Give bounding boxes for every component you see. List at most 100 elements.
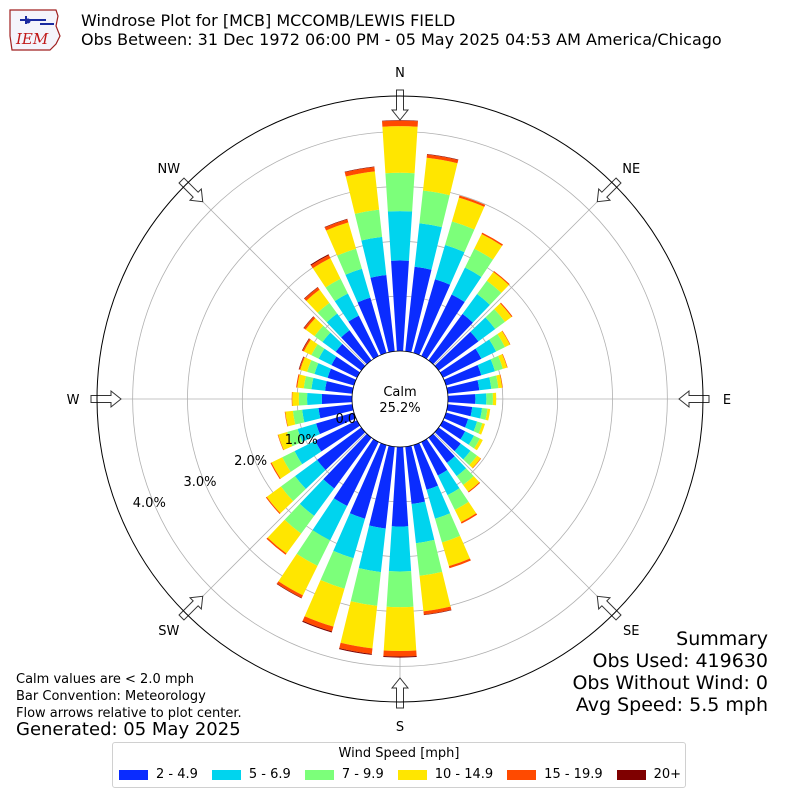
flow-arrow-shape — [390, 89, 410, 121]
windrose-bar-segment — [460, 431, 475, 445]
windrose-bar-segment — [477, 280, 502, 305]
flow-arrow — [596, 177, 622, 203]
windrose-bar-segment — [423, 157, 458, 196]
windrose-bar-segment — [318, 348, 337, 366]
windrose-bar-segment — [331, 356, 361, 378]
chart-title: Windrose Plot for [MCB] MCCOMB/LEWIS FIE… — [81, 11, 456, 30]
windrose-bar-segment — [302, 616, 334, 632]
compass-label: NE — [622, 162, 640, 177]
windrose-bar-segment — [311, 344, 325, 359]
windrose-bar-segment — [465, 418, 478, 432]
windrose-bar-segment — [318, 404, 354, 419]
windrose-bar-segment — [265, 496, 281, 514]
windrose-bar-segment — [435, 513, 461, 543]
windrose-bar-segment — [306, 289, 330, 313]
windrose-bar-segment — [303, 339, 318, 356]
windrose-bar-segment — [337, 248, 362, 275]
windrose-bar-segment — [323, 433, 372, 489]
avg-speed: Avg Speed: 5.5 mph — [575, 694, 768, 716]
grid-spoke — [185, 432, 367, 614]
legend-label: 10 - 14.9 — [434, 767, 494, 782]
compass-label: N — [395, 66, 405, 81]
legend-swatch — [507, 769, 537, 780]
windrose-bar-segment — [304, 580, 345, 627]
windrose-bar-segment — [462, 294, 490, 323]
windrose-bar-segment — [477, 377, 492, 391]
flow-arrows-note: Flow arrows relative to plot center. — [16, 706, 242, 721]
legend-label: 2 - 4.9 — [156, 767, 198, 782]
windrose-bar-segment — [303, 286, 319, 299]
windrose-bar-segment — [435, 245, 465, 285]
windrose-bar-segment — [499, 374, 503, 388]
windrose-bar-segment — [489, 334, 505, 352]
windrose-bar-segment — [426, 153, 459, 161]
windrose-bar-segment — [303, 316, 314, 329]
outer-ring — [96, 95, 704, 703]
obs-used: Obs Used: 419630 — [592, 650, 768, 672]
windrose-bar-segment — [477, 359, 496, 376]
windrose-bar-segment — [428, 313, 473, 365]
windrose-bar-segment — [344, 167, 375, 177]
legend-item: 2 - 4.9 — [119, 767, 198, 782]
windrose-bar-segment — [297, 374, 306, 389]
generated-date: Generated: 05 May 2025 — [16, 719, 241, 740]
windrose-bar-segment — [320, 550, 354, 589]
windrose-bar-segment — [456, 468, 474, 485]
windrose-bar-segment — [411, 501, 435, 544]
windrose-bar-segment — [301, 338, 310, 351]
windrose-bar-segment — [426, 154, 459, 164]
windrose-bar-segment — [276, 583, 302, 599]
windrose-bar-segment — [391, 260, 409, 352]
windrose-bar-segment — [489, 375, 499, 389]
windrose-bar-segment — [321, 393, 353, 405]
windrose-bar-segment — [475, 393, 487, 405]
windrose-bar-segment — [307, 360, 319, 374]
windrose-bar-segment — [474, 438, 483, 451]
windrose-bar-segment — [478, 423, 486, 435]
windrose-bar-segment — [437, 469, 460, 496]
windrose-bar-segment — [345, 171, 380, 214]
windrose-bar-segment — [469, 455, 481, 469]
calm-percent: 25.2% — [379, 401, 420, 416]
windrose-bar-segment — [383, 650, 417, 657]
windrose-bar-segment — [314, 363, 331, 378]
compass-label: E — [723, 393, 731, 408]
windrose-bar-segment — [303, 376, 314, 390]
logo-text: IEM — [15, 30, 49, 48]
windrose-bar-segment — [486, 393, 493, 405]
windrose-bar-segment — [267, 519, 302, 554]
windrose-bar-segment — [349, 442, 387, 519]
flow-arrows — [90, 89, 710, 709]
calm-note: Calm values are < 2.0 mph — [16, 672, 195, 687]
windrose-bar-segment — [439, 348, 482, 378]
windrose-bar-segment — [423, 606, 452, 615]
windrose-bar-segment — [474, 234, 503, 260]
windrose-bar-segment — [316, 412, 357, 435]
windrose-bar-segment — [344, 166, 375, 173]
flow-arrow-shape — [596, 177, 622, 203]
windrose-bar-segment — [287, 428, 303, 447]
windrose-bar-segment — [391, 446, 409, 527]
windrose-bar-segment — [302, 407, 321, 423]
windrose-bar-segment — [298, 392, 308, 406]
legend-swatch — [397, 769, 427, 780]
windrose-bar-segment — [472, 458, 482, 469]
windrose-bar-segment — [382, 120, 418, 122]
windrose-bar-segment — [354, 209, 383, 241]
legend-swatch — [616, 769, 646, 780]
notes-block: Calm values are < 2.0 mph Bar Convention… — [16, 671, 242, 722]
windrose-bar-segment — [446, 456, 467, 477]
legend-swatch — [211, 769, 241, 780]
windrose-bar-segment — [480, 408, 488, 420]
windrose-bar-segment — [270, 462, 281, 480]
windrose-bar-segment — [339, 648, 372, 655]
windrose-bar-segment — [496, 374, 503, 389]
windrose-bar-segment — [386, 571, 414, 608]
legend-label: 20+ — [653, 767, 682, 782]
windrose-bar-segment — [284, 411, 288, 427]
windrose-bar-segment — [426, 485, 451, 519]
windrose-bar-segment — [298, 356, 304, 370]
compass-label: S — [396, 720, 404, 735]
windrose-bar-segment — [463, 476, 480, 492]
windrose-bar-segment — [443, 364, 482, 386]
